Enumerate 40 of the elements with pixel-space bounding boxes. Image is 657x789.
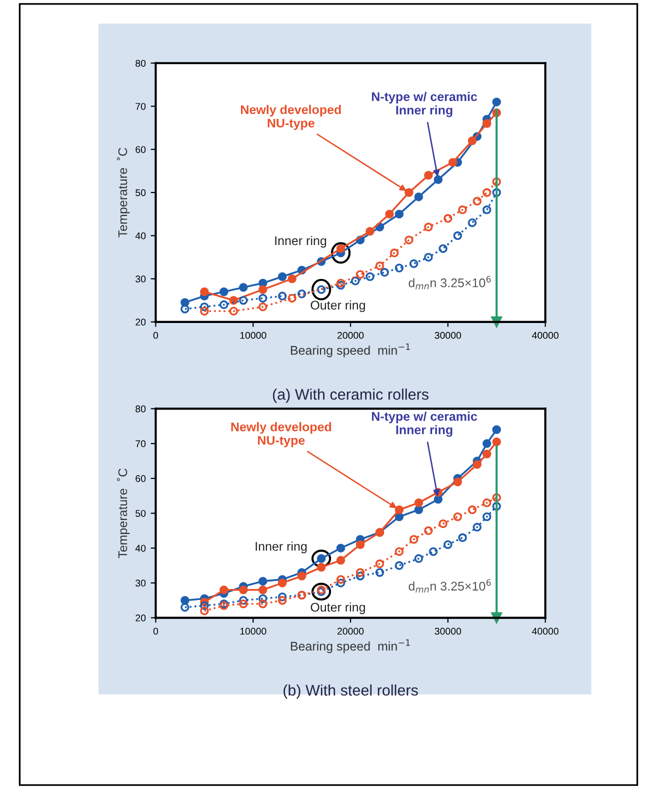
x-tick-label: 40000 — [532, 332, 558, 339]
y-tick-label: 20 — [136, 614, 146, 622]
y-tick-label: 20 — [136, 318, 146, 326]
y-tick-label: 80 — [136, 60, 146, 67]
x-tick-label: 30000 — [434, 628, 462, 635]
annotation: Outer ring — [310, 300, 365, 312]
annotation: Inner ring — [275, 236, 326, 248]
y-tick-label: 40 — [135, 544, 146, 552]
x-tick-label: 10000 — [240, 628, 266, 635]
y-axis-title: Temperature ˚C — [116, 148, 130, 238]
ref-line-label: d$_{mn}$n 3.25×10$^{6}$ — [408, 276, 491, 290]
x-tick-label: 0 — [153, 332, 158, 339]
x-tick-label: 10000 — [240, 332, 266, 339]
y-tick-label: 70 — [136, 102, 146, 110]
x-tick-label: 20000 — [337, 332, 364, 339]
ref-line-label: d$_{mn}$n 3.25×10$^{6}$ — [408, 579, 491, 593]
x-tick-label: 0 — [153, 628, 158, 635]
x-axis-title: Bearing speed min$^{−1}$ — [290, 343, 410, 358]
y-tick-label: 60 — [136, 475, 146, 482]
x-tick-label: 30000 — [434, 332, 462, 339]
x-tick-label: 40000 — [532, 628, 558, 635]
annotation: Newly developed NU-type — [241, 104, 341, 130]
y-tick-label: 60 — [136, 146, 146, 153]
annotation: Outer ring — [310, 602, 365, 614]
annotation: Inner ring — [256, 542, 307, 554]
y-tick-label: 50 — [136, 510, 146, 517]
y-axis-title: Temperature ˚C — [116, 468, 130, 558]
annotation: N-type w/ ceramic Inner ring — [372, 92, 478, 118]
y-tick-label: 70 — [136, 440, 146, 448]
y-tick-label: 30 — [136, 276, 146, 282]
annotation: Newly developed NU-type — [231, 422, 332, 448]
y-tick-label: 50 — [136, 189, 146, 196]
annotation: N-type w/ ceramic Inner ring — [372, 412, 478, 437]
text: (a) With ceramic rollers — [272, 388, 428, 403]
y-tick-label: 40 — [135, 232, 146, 240]
y-tick-label: 30 — [136, 580, 146, 587]
y-tick-label: 80 — [136, 405, 146, 412]
x-axis-title: Bearing speed min$^{−1}$ — [290, 639, 410, 654]
x-tick-label: 20000 — [337, 628, 364, 635]
text: (b) With steel rollers — [284, 684, 418, 699]
